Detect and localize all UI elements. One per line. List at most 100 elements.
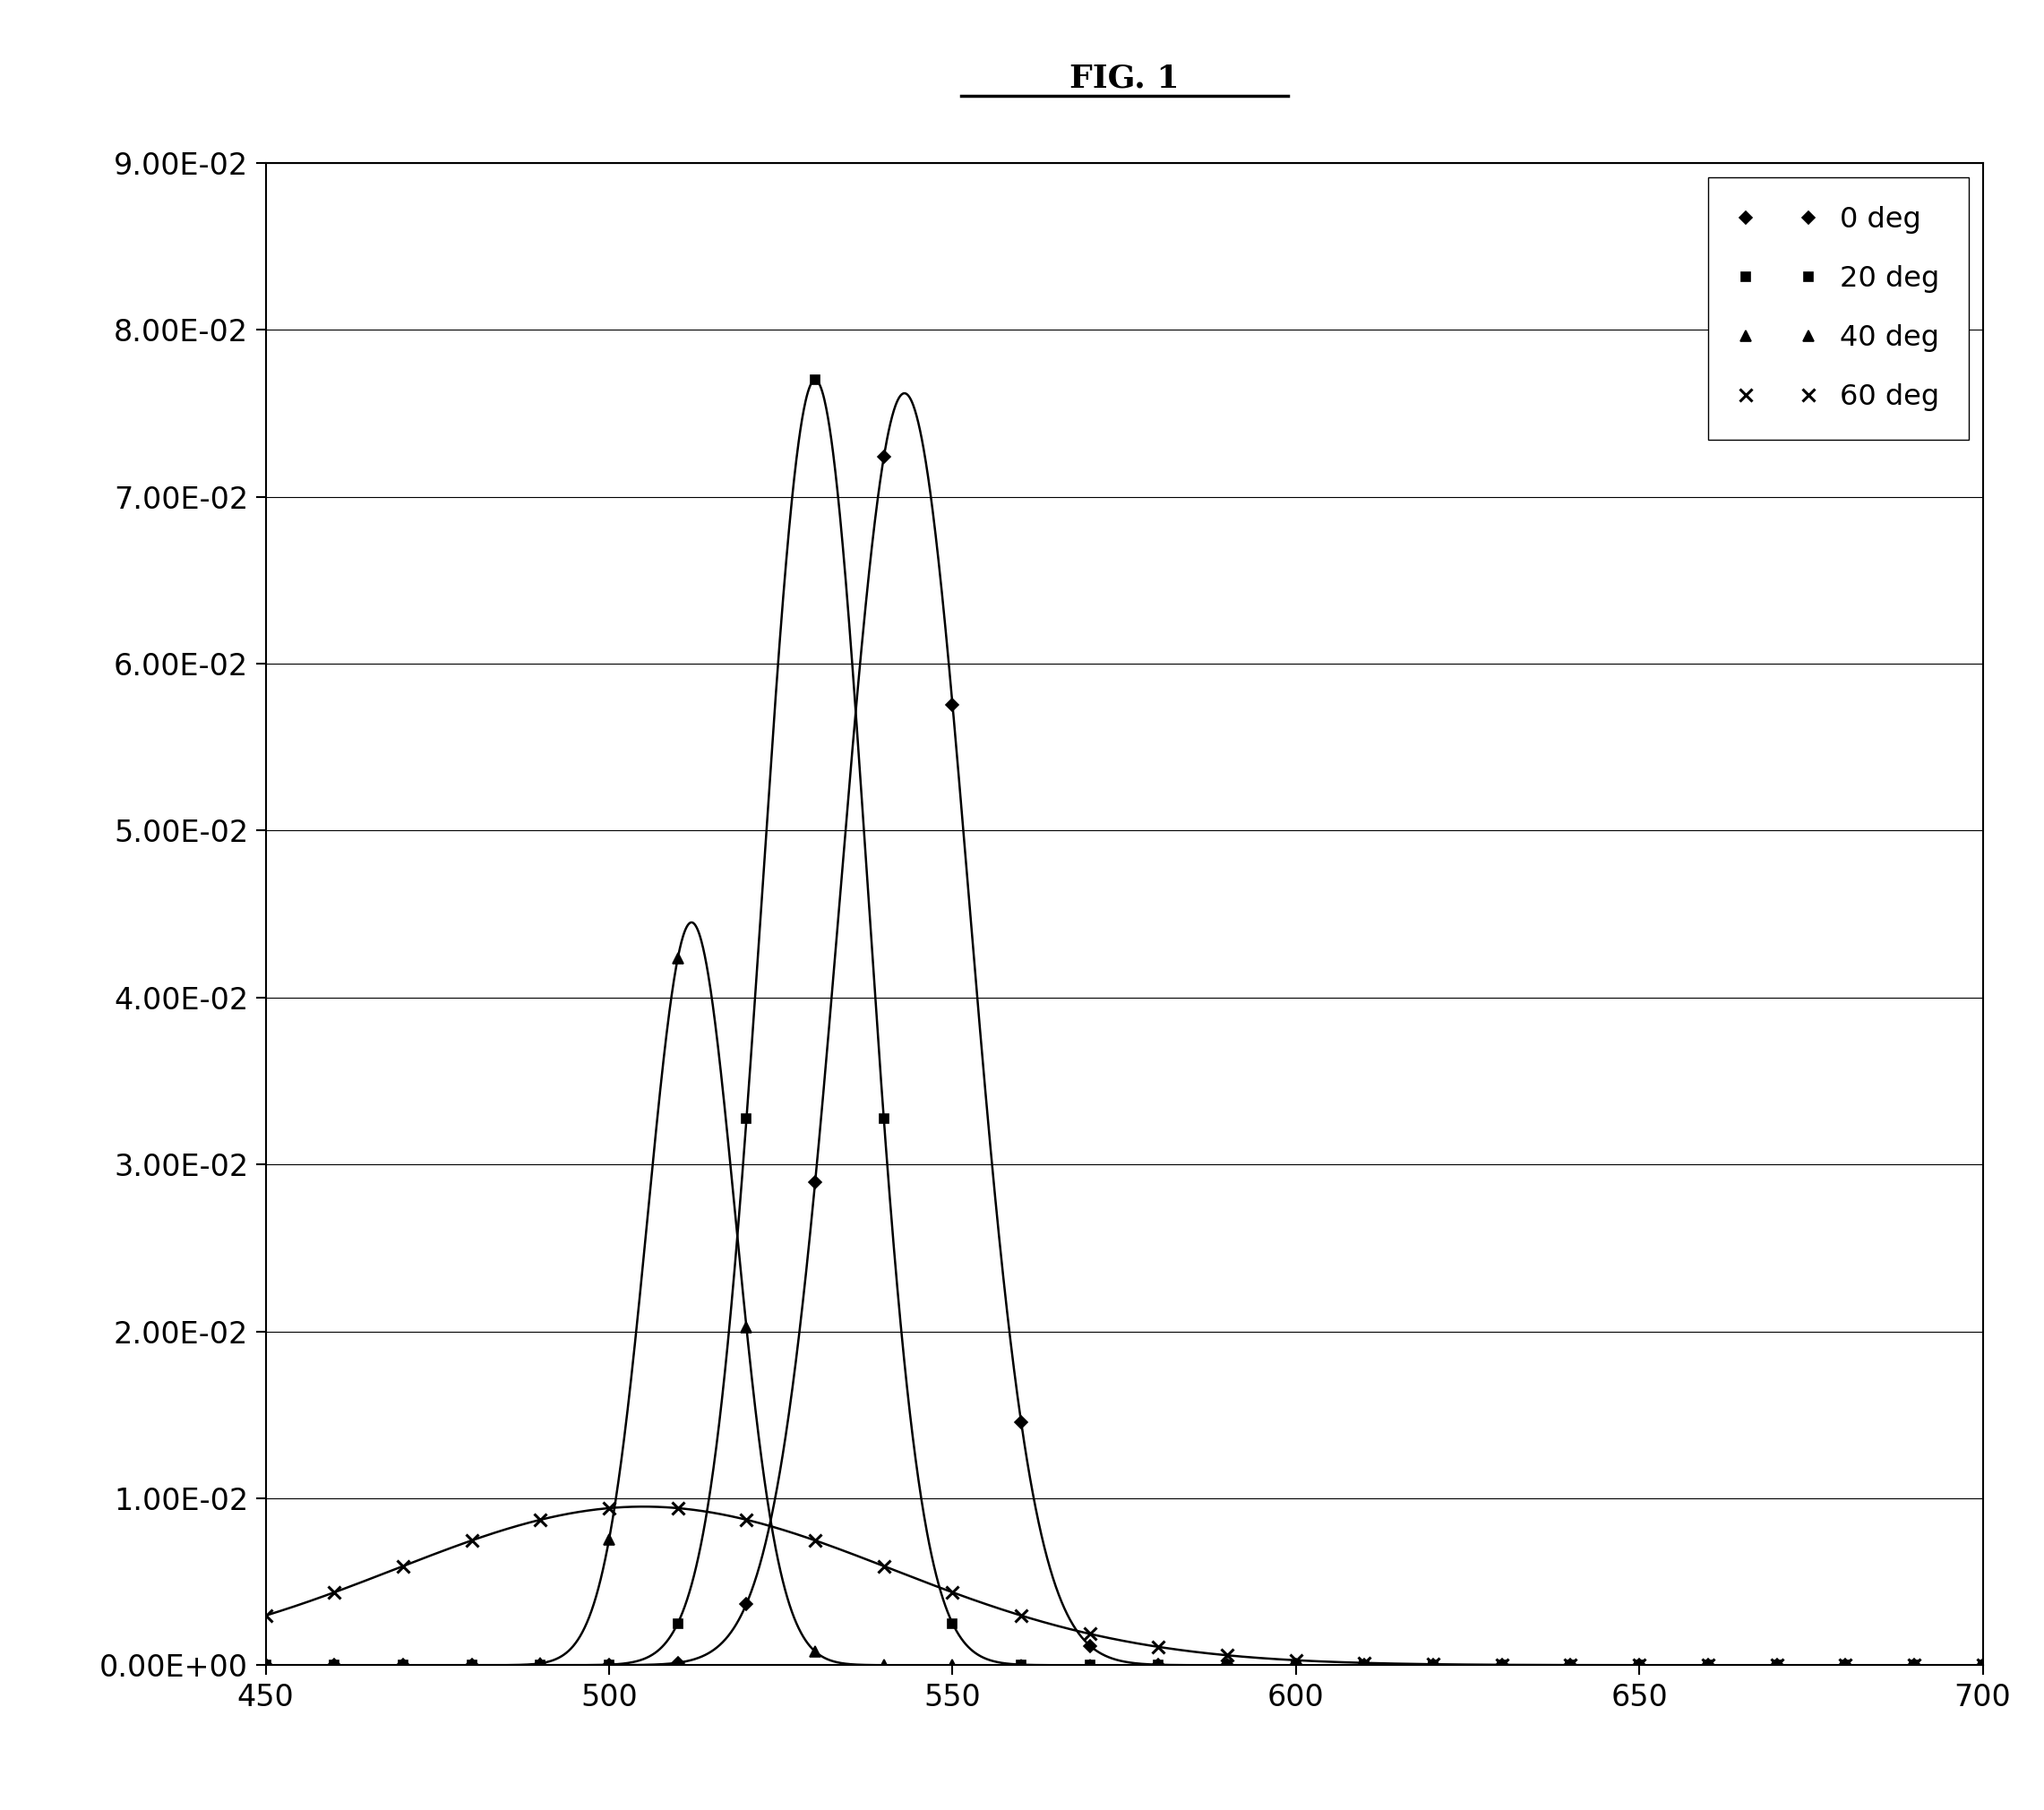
60 deg [1558, 1654, 1582, 1676]
20 deg [1490, 1654, 1515, 1676]
40 deg [390, 1654, 415, 1676]
0 deg [1490, 1654, 1515, 1676]
0 deg [253, 1654, 278, 1676]
60 deg [1490, 1654, 1515, 1676]
60 deg [1901, 1654, 1925, 1676]
60 deg [1627, 1654, 1652, 1676]
20 deg [1214, 1654, 1239, 1676]
60 deg [1970, 1654, 1995, 1676]
20 deg [460, 1654, 484, 1676]
40 deg [460, 1654, 484, 1676]
40 deg [1147, 1654, 1171, 1676]
20 deg [597, 1654, 621, 1676]
40 deg [253, 1654, 278, 1676]
20 deg [1421, 1654, 1445, 1676]
20 deg [1697, 1654, 1721, 1676]
40 deg [1558, 1654, 1582, 1676]
40 deg [1421, 1654, 1445, 1676]
60 deg [1010, 1605, 1034, 1627]
60 deg [940, 1582, 965, 1604]
20 deg [1970, 1654, 1995, 1676]
20 deg [1284, 1654, 1308, 1676]
40 deg [1353, 1654, 1378, 1676]
20 deg [1077, 1654, 1102, 1676]
40 deg [1077, 1654, 1102, 1676]
20 deg [1901, 1654, 1925, 1676]
20 deg [527, 1654, 552, 1676]
40 deg [1970, 1654, 1995, 1676]
Line: 60 deg: 60 deg [260, 1502, 1989, 1671]
40 deg [1901, 1654, 1925, 1676]
40 deg [734, 1316, 758, 1338]
0 deg [390, 1654, 415, 1676]
60 deg [1284, 1649, 1308, 1671]
0 deg [460, 1654, 484, 1676]
60 deg [1421, 1653, 1445, 1674]
Text: FIG. 1: FIG. 1 [1069, 63, 1179, 94]
60 deg [1214, 1645, 1239, 1667]
60 deg [871, 1555, 895, 1577]
60 deg [1833, 1654, 1858, 1676]
0 deg [1010, 1412, 1034, 1434]
60 deg [460, 1529, 484, 1551]
20 deg [1558, 1654, 1582, 1676]
40 deg [871, 1654, 895, 1676]
40 deg [1833, 1654, 1858, 1676]
Legend: 0 deg, 20 deg, 40 deg, 60 deg: 0 deg, 20 deg, 40 deg, 60 deg [1709, 177, 1968, 440]
60 deg [1353, 1653, 1378, 1674]
60 deg [803, 1529, 828, 1551]
60 deg [323, 1582, 347, 1604]
60 deg [597, 1497, 621, 1519]
40 deg [666, 947, 691, 968]
60 deg [1764, 1654, 1788, 1676]
0 deg [1214, 1654, 1239, 1676]
0 deg [597, 1654, 621, 1676]
0 deg [666, 1653, 691, 1674]
0 deg [871, 447, 895, 469]
0 deg [1970, 1654, 1995, 1676]
0 deg [1697, 1654, 1721, 1676]
Line: 20 deg: 20 deg [262, 375, 1987, 1669]
20 deg [1833, 1654, 1858, 1676]
60 deg [527, 1510, 552, 1531]
40 deg [1697, 1654, 1721, 1676]
0 deg [1077, 1634, 1102, 1656]
20 deg [1764, 1654, 1788, 1676]
20 deg [390, 1654, 415, 1676]
40 deg [803, 1640, 828, 1662]
20 deg [1353, 1654, 1378, 1676]
20 deg [1627, 1654, 1652, 1676]
0 deg [1353, 1654, 1378, 1676]
20 deg [1010, 1654, 1034, 1676]
40 deg [1284, 1654, 1308, 1676]
Line: 40 deg: 40 deg [262, 954, 1987, 1671]
0 deg [527, 1654, 552, 1676]
40 deg [1490, 1654, 1515, 1676]
0 deg [803, 1171, 828, 1193]
40 deg [1010, 1654, 1034, 1676]
0 deg [323, 1654, 347, 1676]
Line: 0 deg: 0 deg [262, 452, 1987, 1669]
0 deg [1284, 1654, 1308, 1676]
40 deg [527, 1653, 552, 1674]
0 deg [1833, 1654, 1858, 1676]
40 deg [1627, 1654, 1652, 1676]
0 deg [1901, 1654, 1925, 1676]
40 deg [1764, 1654, 1788, 1676]
40 deg [940, 1654, 965, 1676]
40 deg [323, 1654, 347, 1676]
0 deg [1558, 1654, 1582, 1676]
40 deg [1214, 1654, 1239, 1676]
20 deg [940, 1613, 965, 1634]
0 deg [1147, 1654, 1171, 1676]
0 deg [1764, 1654, 1788, 1676]
20 deg [803, 369, 828, 391]
20 deg [666, 1613, 691, 1634]
60 deg [1077, 1624, 1102, 1645]
40 deg [597, 1528, 621, 1549]
20 deg [1147, 1654, 1171, 1676]
60 deg [1697, 1654, 1721, 1676]
60 deg [390, 1555, 415, 1577]
20 deg [323, 1654, 347, 1676]
60 deg [1147, 1636, 1171, 1658]
